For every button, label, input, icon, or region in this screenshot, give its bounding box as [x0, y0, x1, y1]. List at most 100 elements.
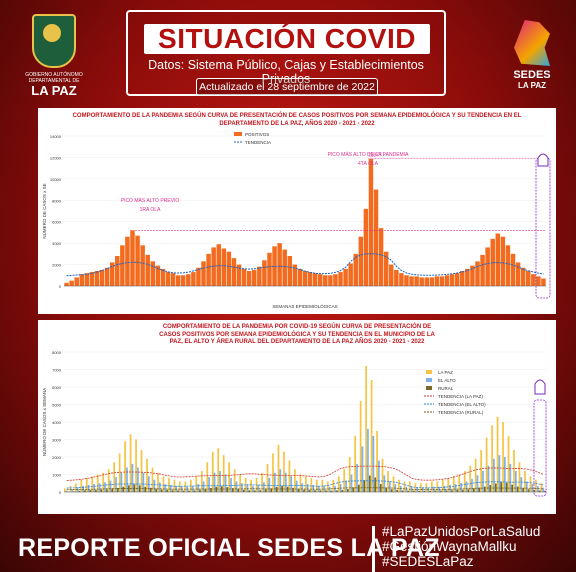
- bar: [357, 484, 360, 492]
- bar: [529, 476, 532, 492]
- bar: [458, 474, 461, 492]
- bar: [487, 465, 490, 492]
- bar: [213, 472, 216, 492]
- legend-label: RURAL: [438, 386, 454, 391]
- bar: [149, 487, 152, 492]
- bar: [282, 249, 287, 286]
- bar: [515, 262, 521, 286]
- bar: [87, 485, 90, 492]
- bar: [104, 267, 110, 286]
- bar: [419, 277, 424, 286]
- bar: [308, 489, 311, 492]
- bar: [173, 479, 176, 492]
- bar: [483, 486, 486, 492]
- bar: [201, 261, 206, 286]
- bar: [470, 265, 475, 286]
- bar: [160, 489, 163, 492]
- bar: [334, 485, 336, 492]
- bar: [193, 490, 196, 492]
- bar: [104, 482, 106, 492]
- legend-label: TENDENCIA (EL ALTO): [438, 402, 486, 407]
- bar: [462, 489, 464, 492]
- bar: [231, 258, 237, 286]
- bar: [297, 489, 300, 492]
- bar: [510, 253, 516, 286]
- bar: [284, 472, 287, 492]
- y-tick-label: 0: [59, 490, 62, 495]
- bar: [126, 467, 128, 492]
- bar: [491, 425, 493, 492]
- y-tick-label: 10000: [50, 177, 62, 182]
- bar: [502, 422, 504, 492]
- bar: [157, 472, 159, 492]
- bar: [69, 280, 74, 286]
- bar: [542, 487, 545, 492]
- bar: [89, 490, 92, 492]
- y-tick-label: 6000: [52, 385, 62, 390]
- annotation: 4TA OLA: [358, 161, 379, 167]
- bar: [145, 254, 150, 286]
- bar: [500, 236, 506, 286]
- bar: [352, 487, 355, 492]
- left-logo-text: GOBIERNO AUTÓNOMO DEPARTAMENTAL DE: [25, 72, 83, 84]
- y-tick-label: 12000: [50, 155, 62, 160]
- y-tick-label: 2000: [52, 455, 62, 460]
- bar: [206, 462, 209, 492]
- bar: [514, 471, 517, 492]
- bar: [525, 481, 528, 492]
- legend-label: TENDENCIA (RURAL): [438, 410, 484, 415]
- bar: [257, 266, 262, 286]
- bar: [120, 245, 125, 286]
- bar: [99, 269, 105, 286]
- bar: [396, 489, 399, 492]
- annotation: PICO MÁS ALTO PREVIO: [121, 197, 180, 204]
- legend-label: TENDENCIA: [245, 140, 271, 145]
- bar: [472, 488, 475, 492]
- bar: [144, 486, 147, 492]
- bar: [471, 478, 473, 492]
- bar: [158, 482, 161, 492]
- x-axis-label: SEMANAS EPIDEMIOLÓGICAS: [272, 303, 337, 309]
- legend-label: POSITIVOS: [245, 132, 269, 137]
- bar: [109, 262, 115, 286]
- bar: [162, 476, 165, 492]
- bar: [447, 478, 450, 492]
- bar: [279, 469, 282, 492]
- bar: [233, 469, 236, 492]
- chart1-svg: 0 2000 4000 6000 8000 10000 12000 14000 NÚMERO D…: [41, 132, 551, 309]
- bar: [312, 485, 315, 492]
- bar: [389, 264, 394, 286]
- bar: [490, 238, 495, 286]
- bar: [127, 485, 130, 492]
- bar: [358, 236, 364, 286]
- bar: [469, 465, 472, 492]
- bar: [381, 458, 384, 492]
- bar: [290, 476, 293, 492]
- bar: [294, 469, 296, 492]
- bar: [398, 479, 400, 492]
- hashtag: #SEDESLaPaz: [382, 554, 474, 569]
- legend-swatch: [426, 378, 432, 382]
- bar: [242, 489, 245, 492]
- bar: [544, 490, 546, 492]
- sedes-logo: SEDES LA PAZ: [504, 20, 560, 100]
- bar: [368, 475, 371, 492]
- page-title: SITUACIÓN COVID -19: [144, 24, 430, 84]
- bar: [399, 273, 404, 286]
- bar: [495, 233, 501, 286]
- bar: [118, 453, 121, 492]
- annotation: 1RA OLA: [140, 207, 162, 213]
- bar: [188, 490, 190, 492]
- bar: [299, 474, 302, 492]
- bar: [326, 481, 329, 492]
- bar: [333, 274, 338, 286]
- bar: [80, 479, 83, 492]
- bar: [302, 271, 308, 286]
- bar: [535, 479, 537, 492]
- bar: [368, 158, 374, 286]
- bar: [476, 475, 479, 492]
- bar: [325, 490, 327, 492]
- bar: [231, 488, 234, 492]
- bar: [317, 485, 320, 492]
- bar: [346, 489, 349, 492]
